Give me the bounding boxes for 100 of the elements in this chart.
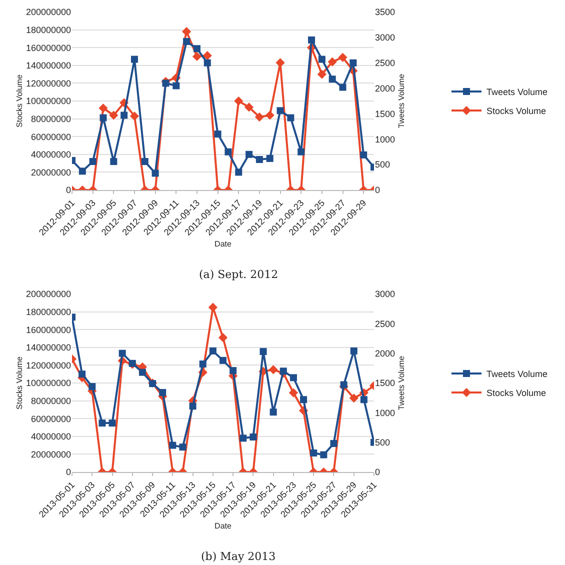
point: [98, 420, 106, 427]
point: [172, 82, 180, 90]
point: [350, 59, 357, 66]
point: [130, 112, 140, 121]
point: [189, 402, 196, 410]
y-tick-label: 20000000: [30, 449, 71, 460]
point: [360, 151, 368, 158]
y2-tick-label: 3500: [375, 7, 396, 18]
y-tick-label: 20000000: [30, 167, 71, 178]
y-tick-label: 0: [66, 185, 71, 196]
point: [308, 36, 316, 44]
point: [110, 158, 118, 166]
y2-tick-label: 1500: [375, 378, 396, 388]
y-tick-label: 120000000: [26, 78, 71, 88]
point: [290, 374, 297, 382]
point: [204, 59, 211, 66]
point: [328, 57, 337, 66]
point: [328, 76, 336, 83]
y2-tick-label: 3000: [375, 289, 396, 300]
y2-tick-label: 0: [375, 185, 380, 196]
y2-tick-label: 1500: [375, 108, 396, 119]
point: [159, 388, 166, 396]
point: [260, 348, 267, 356]
y-tick-label: 200000000: [26, 289, 71, 300]
point: [310, 450, 318, 457]
point: [78, 168, 86, 175]
text: (a) Sept. 2012: [199, 268, 278, 281]
point: [287, 114, 294, 122]
y-tick-label: 180000000: [26, 306, 71, 317]
point: [138, 368, 146, 376]
y2-tick-label: 1000: [375, 408, 396, 418]
point: [152, 170, 159, 177]
y-tick-label: 180000000: [26, 24, 71, 35]
y2-tick-label: 2500: [375, 318, 396, 329]
point: [330, 440, 338, 448]
point: [162, 80, 170, 87]
point: [220, 356, 226, 364]
y2-tick-label: 2000: [375, 83, 396, 94]
point: [120, 112, 128, 119]
y-tick-label: 80000000: [30, 114, 71, 124]
point: [360, 396, 368, 404]
point: [130, 56, 138, 63]
point: [108, 420, 116, 427]
y-tick-label: 120000000: [26, 360, 71, 370]
point: [169, 442, 176, 449]
point: [235, 168, 242, 176]
y2-tick-label: 1000: [375, 134, 396, 144]
x-axis-title: Date: [214, 522, 232, 531]
y2-tick-label: 2500: [375, 58, 396, 68]
point: [209, 347, 216, 354]
y-tick-label: 0: [66, 467, 71, 478]
point: [254, 112, 264, 122]
y2-tick-label: 500: [375, 160, 390, 170]
y2-axis-title: Tweets Volume: [397, 355, 406, 410]
y-tick-label: 140000000: [26, 342, 71, 353]
y-axis-title: Stocks Volume: [14, 74, 24, 128]
point: [141, 158, 148, 166]
point: [214, 130, 222, 138]
text: (b) May 2013: [201, 550, 276, 563]
point: [118, 350, 126, 357]
y-tick-label: 200000000: [26, 7, 71, 18]
y-tick-label: 40000000: [30, 432, 71, 442]
point: [192, 52, 202, 62]
point: [218, 333, 228, 342]
point: [109, 110, 118, 120]
point: [298, 148, 305, 156]
point: [350, 347, 358, 354]
point: [320, 451, 328, 458]
point: [339, 84, 346, 91]
point: [349, 394, 358, 403]
point: [300, 396, 308, 404]
y-tick-label: 40000000: [30, 150, 71, 160]
point: [100, 114, 107, 122]
point: [317, 70, 326, 79]
point: [193, 45, 200, 52]
point: [183, 38, 190, 45]
point: [88, 383, 96, 390]
point: [318, 56, 326, 63]
x-axis-title: Date: [214, 240, 232, 249]
point: [89, 158, 96, 166]
point: [234, 96, 244, 106]
point: [199, 360, 206, 368]
point: [276, 107, 284, 114]
point: [182, 27, 192, 36]
point: [265, 110, 274, 120]
y-tick-label: 140000000: [26, 60, 71, 71]
point: [256, 156, 263, 163]
y2-tick-label: 3000: [375, 32, 396, 43]
y2-tick-label: 2000: [375, 348, 396, 358]
legend-label: Tweets Volume: [486, 369, 548, 380]
y-axis-title: Stocks Volume: [14, 356, 24, 410]
y-tick-label: 80000000: [30, 396, 71, 406]
legend-label: Stocks Volume: [486, 106, 546, 116]
point: [270, 408, 277, 416]
legend-label: Tweets Volume: [486, 87, 548, 98]
point: [250, 433, 257, 440]
y-tick-label: 160000000: [26, 324, 71, 335]
legend-label: Stocks Volume: [486, 388, 546, 398]
point: [179, 444, 186, 451]
point: [78, 370, 86, 378]
